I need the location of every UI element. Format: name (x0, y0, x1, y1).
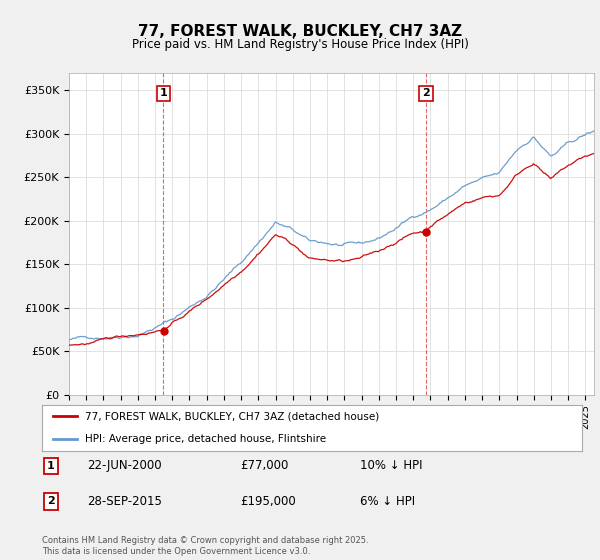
Text: 1: 1 (159, 88, 167, 99)
Text: Price paid vs. HM Land Registry's House Price Index (HPI): Price paid vs. HM Land Registry's House … (131, 38, 469, 51)
Text: Contains HM Land Registry data © Crown copyright and database right 2025.
This d: Contains HM Land Registry data © Crown c… (42, 536, 368, 556)
Text: £195,000: £195,000 (240, 494, 296, 508)
Text: 6% ↓ HPI: 6% ↓ HPI (360, 494, 415, 508)
Text: £77,000: £77,000 (240, 459, 289, 473)
Text: 2: 2 (422, 88, 430, 99)
Text: 22-JUN-2000: 22-JUN-2000 (87, 459, 161, 473)
Text: 77, FOREST WALK, BUCKLEY, CH7 3AZ (detached house): 77, FOREST WALK, BUCKLEY, CH7 3AZ (detac… (85, 412, 379, 421)
Text: 28-SEP-2015: 28-SEP-2015 (87, 494, 162, 508)
Text: HPI: Average price, detached house, Flintshire: HPI: Average price, detached house, Flin… (85, 435, 326, 444)
Text: 1: 1 (47, 461, 55, 471)
Text: 10% ↓ HPI: 10% ↓ HPI (360, 459, 422, 473)
Text: 77, FOREST WALK, BUCKLEY, CH7 3AZ: 77, FOREST WALK, BUCKLEY, CH7 3AZ (138, 24, 462, 39)
Text: 2: 2 (47, 496, 55, 506)
